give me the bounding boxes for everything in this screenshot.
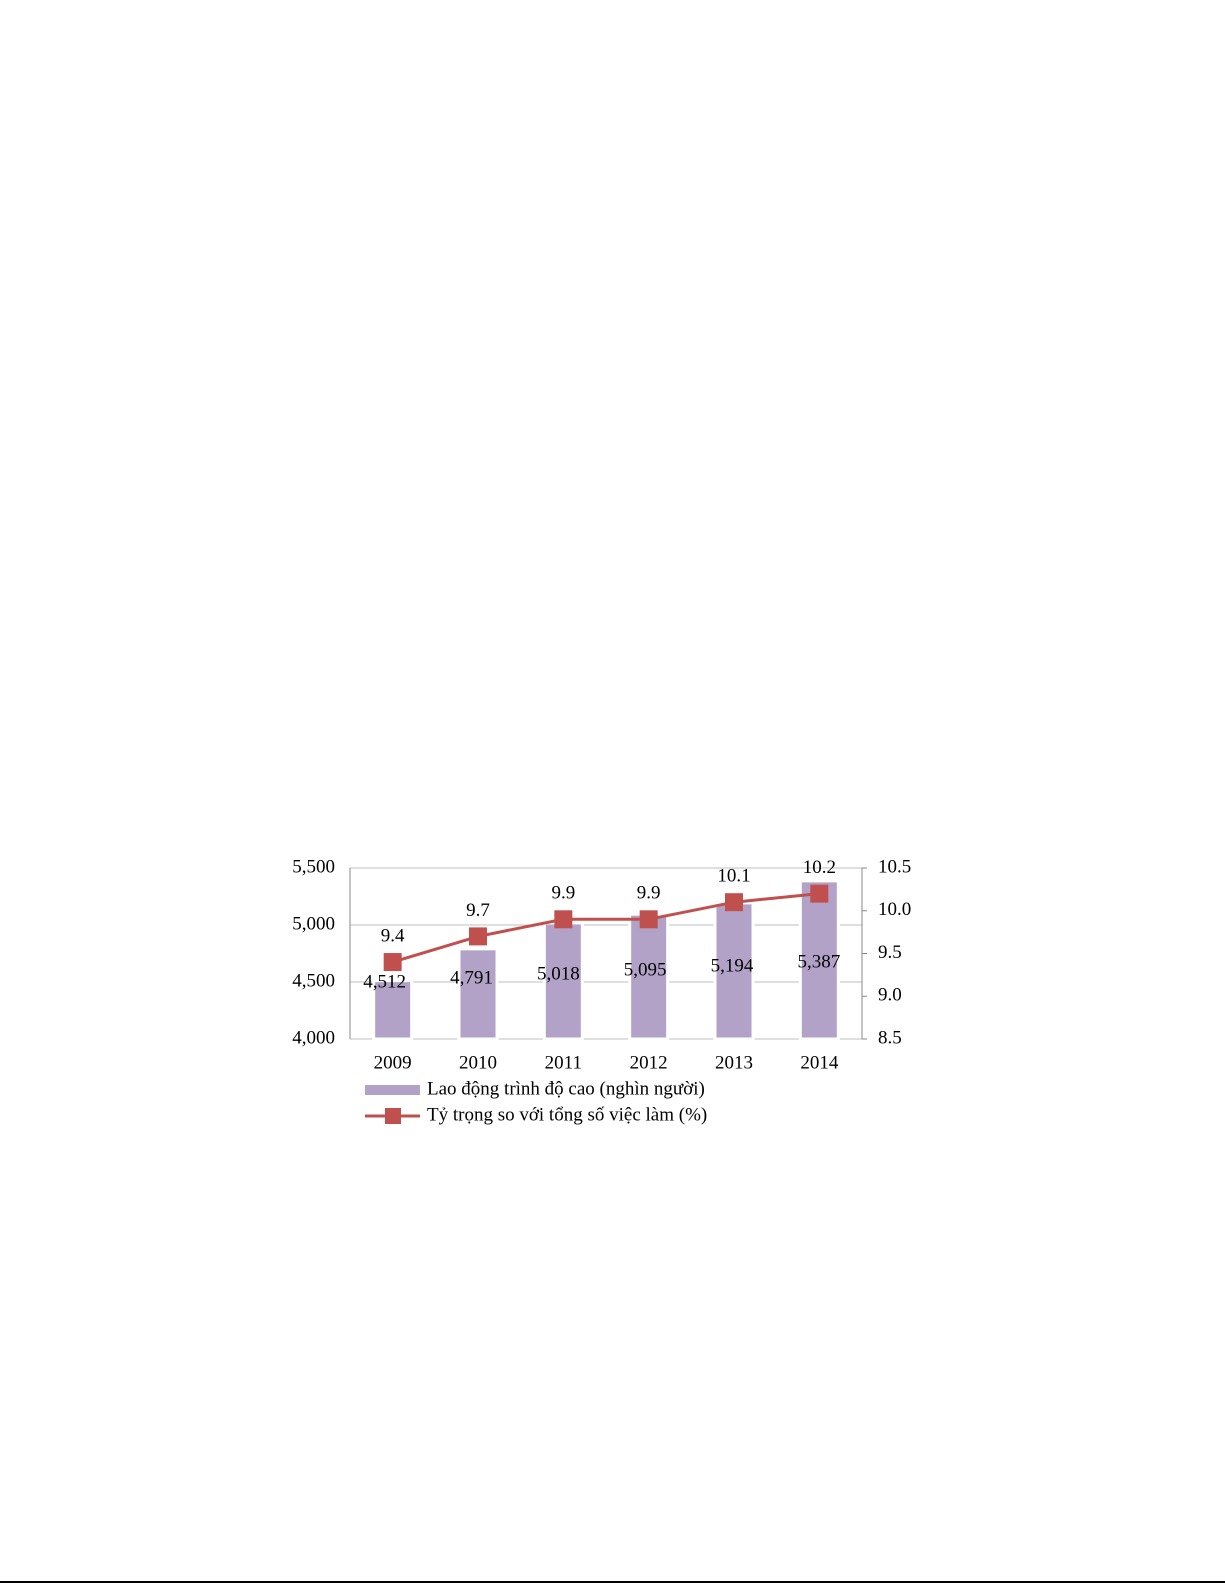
legend-label: Tỷ trọng so với tổng số việc làm (%): [427, 1104, 707, 1125]
bar-value-label: 4,791: [450, 967, 493, 988]
y-tick-label: 4,000: [292, 1027, 335, 1048]
line-value-label: 9.7: [466, 900, 490, 921]
line-marker: [639, 910, 658, 929]
x-tick-label: 2011: [545, 1052, 582, 1073]
line-marker: [469, 927, 487, 946]
line-marker: [383, 953, 402, 972]
bar-value-label: 5,194: [711, 955, 754, 976]
x-tick-label: 2010: [459, 1052, 497, 1073]
legend-label: Lao động trình độ cao (nghìn người): [427, 1078, 705, 1099]
bar-value-label: 5,387: [797, 951, 840, 972]
bar-value-label: 5,018: [537, 963, 580, 984]
bar: [457, 947, 499, 1041]
legend-swatch: [385, 1108, 401, 1124]
y-tick-label: 4,500: [292, 970, 335, 991]
line-marker: [725, 893, 743, 912]
line: [392, 892, 820, 964]
y2-tick-label: 9.5: [878, 942, 902, 963]
legend-swatch: [365, 1085, 420, 1095]
x-tick-label: 2013: [715, 1052, 753, 1073]
line-value-label: 10.2: [803, 857, 836, 878]
bar-value-label: 4,512: [363, 971, 406, 992]
y-tick-label: 5,000: [292, 913, 335, 934]
line-value-label: 9.4: [381, 925, 405, 946]
line-marker: [810, 884, 829, 903]
y2-tick-label: 9.0: [878, 985, 902, 1006]
x-tick-label: 2009: [374, 1052, 412, 1073]
x-tick-label: 2014: [800, 1052, 839, 1073]
line-value-label: 10.1: [717, 866, 750, 887]
y-tick-label: 5,500: [292, 856, 335, 877]
bar: [372, 979, 414, 1041]
line-value-label: 9.9: [551, 883, 575, 904]
y2-tick-label: 8.5: [878, 1027, 902, 1048]
y2-tick-label: 10.5: [878, 856, 911, 877]
bar-value-label: 5,095: [624, 959, 667, 980]
line-marker: [554, 910, 573, 929]
bar: [798, 879, 840, 1041]
x-tick-label: 2012: [630, 1052, 668, 1073]
y2-tick-label: 10.0: [878, 899, 911, 920]
line-value-label: 9.9: [637, 883, 661, 904]
